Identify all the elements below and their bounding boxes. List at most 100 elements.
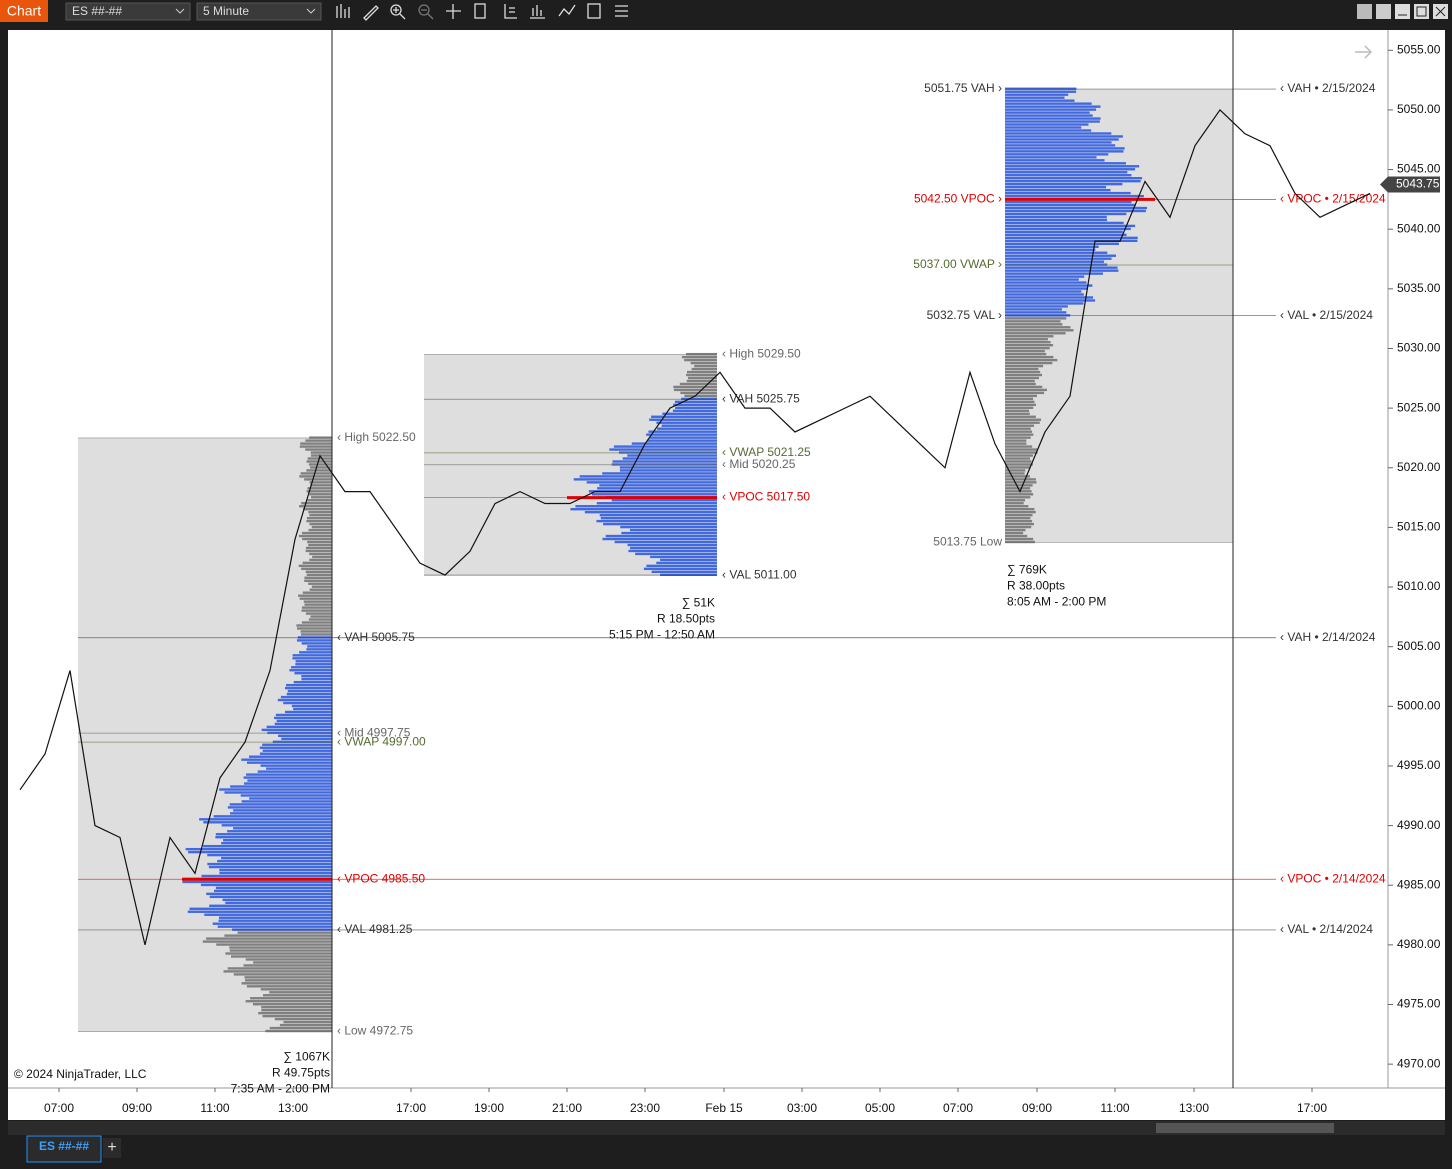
- interval-label[interactable]: 5 Minute: [203, 4, 249, 18]
- volume-row: [252, 1003, 332, 1006]
- volume-row: [1005, 278, 1079, 281]
- volume-row: [215, 836, 332, 839]
- volume-row: [627, 543, 717, 547]
- volume-row: [223, 839, 332, 842]
- volume-row: [260, 764, 332, 767]
- volume-row: [1005, 206, 1148, 210]
- volume-row: [660, 558, 717, 562]
- volume-row: [309, 493, 332, 496]
- volume-row: [1005, 242, 1119, 245]
- volume-row: [1005, 159, 1105, 162]
- volume-row: [301, 609, 332, 612]
- volume-row: [309, 481, 332, 484]
- volume-row: [1005, 424, 1035, 427]
- app-button[interactable]: [0, 0, 48, 22]
- volume-row: [1005, 120, 1100, 123]
- interval-select[interactable]: [196, 2, 322, 21]
- volume-row: [1005, 93, 1069, 96]
- volume-row: [1005, 329, 1074, 332]
- price-tick-label: 5010.00: [1397, 579, 1441, 593]
- volume-row: [311, 496, 332, 499]
- volume-row: [221, 824, 332, 827]
- instrument-label[interactable]: ES ##-##: [72, 4, 122, 18]
- volume-row: [673, 385, 717, 389]
- volume-row: [204, 913, 332, 916]
- volume-row: [656, 421, 717, 424]
- volume-row: [308, 510, 332, 514]
- volume-row: [287, 689, 332, 693]
- templates-icon[interactable]: [504, 4, 517, 19]
- volume-row: [203, 844, 332, 848]
- volume-row: [1005, 445, 1033, 448]
- volume-row: [227, 967, 332, 970]
- maximize-button[interactable]: [1414, 4, 1429, 19]
- crosshair-icon[interactable]: [446, 4, 461, 19]
- level-label: ‹ VAL 5011.00: [722, 567, 797, 581]
- volume-row: [675, 406, 717, 410]
- scroll-right-arrow[interactable]: [1355, 45, 1373, 59]
- level-label: 5037.00 VWAP ›: [913, 257, 1002, 271]
- volume-row: [258, 1011, 332, 1015]
- volume-row: [1005, 129, 1092, 132]
- volume-row: [310, 466, 332, 469]
- menu-icon[interactable]: [615, 5, 628, 17]
- volume-row: [694, 364, 717, 368]
- volume-row: [208, 865, 332, 869]
- indicators-icon[interactable]: [558, 4, 576, 17]
- volume-row: [215, 833, 332, 836]
- level-label: ‹ VAH 5025.75: [722, 391, 800, 405]
- volume-row: [305, 448, 332, 451]
- price-tick-label: 4970.00: [1397, 1056, 1441, 1070]
- volume-row: [661, 424, 717, 427]
- volume-row: [1005, 141, 1112, 144]
- volume-row: [244, 976, 332, 979]
- bars-icon[interactable]: [336, 4, 350, 18]
- zoom-out-icon[interactable]: [418, 4, 430, 16]
- volume-row: [230, 955, 332, 958]
- volume-row: [1005, 430, 1032, 433]
- chart-tab[interactable]: [26, 1135, 102, 1163]
- chart-tab-label[interactable]: ES ##-##: [39, 1139, 89, 1153]
- volume-row: [673, 388, 717, 392]
- volume-row: [1005, 90, 1077, 93]
- app-button-label[interactable]: Chart: [7, 3, 41, 19]
- scrollbar-thumb[interactable]: [1156, 1123, 1334, 1133]
- level-label: ‹ VWAP 4997.00: [337, 734, 426, 748]
- volume-row: [1005, 505, 1029, 508]
- volume-row: [257, 770, 332, 773]
- level-label: ‹ High 5022.50: [337, 430, 416, 444]
- volume-row: [309, 558, 332, 562]
- volume-row: [241, 982, 332, 985]
- volume-row: [244, 782, 332, 785]
- volume-row: [307, 645, 332, 648]
- volume-row: [1005, 135, 1123, 138]
- price-tick-label: 5005.00: [1397, 639, 1441, 653]
- window-button[interactable]: [1357, 4, 1372, 19]
- volume-row: [305, 439, 332, 442]
- volume-row: [299, 505, 332, 508]
- volume-row: [1005, 305, 1068, 308]
- last-price-label: 5043.75: [1396, 177, 1440, 191]
- volume-row: [294, 672, 332, 675]
- volume-row: [573, 478, 717, 481]
- scrollbar[interactable]: [8, 1121, 1445, 1135]
- draw-icon[interactable]: [363, 5, 379, 21]
- volume-row: [305, 549, 332, 553]
- volume-row: [1005, 168, 1136, 171]
- instrument-select[interactable]: [65, 2, 191, 21]
- price-tick-label: 4985.00: [1397, 877, 1441, 891]
- window-button[interactable]: [1376, 4, 1391, 19]
- properties-icon[interactable]: [474, 3, 486, 19]
- volume-row: [614, 540, 717, 544]
- volume-row: [672, 409, 717, 412]
- volume-row: [662, 412, 717, 415]
- analyzer-icon[interactable]: [587, 3, 601, 19]
- zoom-in-icon[interactable]: [390, 4, 402, 16]
- add-tab-button[interactable]: [103, 1138, 121, 1158]
- minimize-button[interactable]: [1395, 4, 1410, 19]
- price-tick-label: 5015.00: [1397, 520, 1441, 534]
- volume-row: [309, 552, 332, 556]
- volume-row: [298, 534, 332, 538]
- add-tab-label[interactable]: +: [107, 1139, 116, 1156]
- strategies-icon[interactable]: [530, 5, 545, 19]
